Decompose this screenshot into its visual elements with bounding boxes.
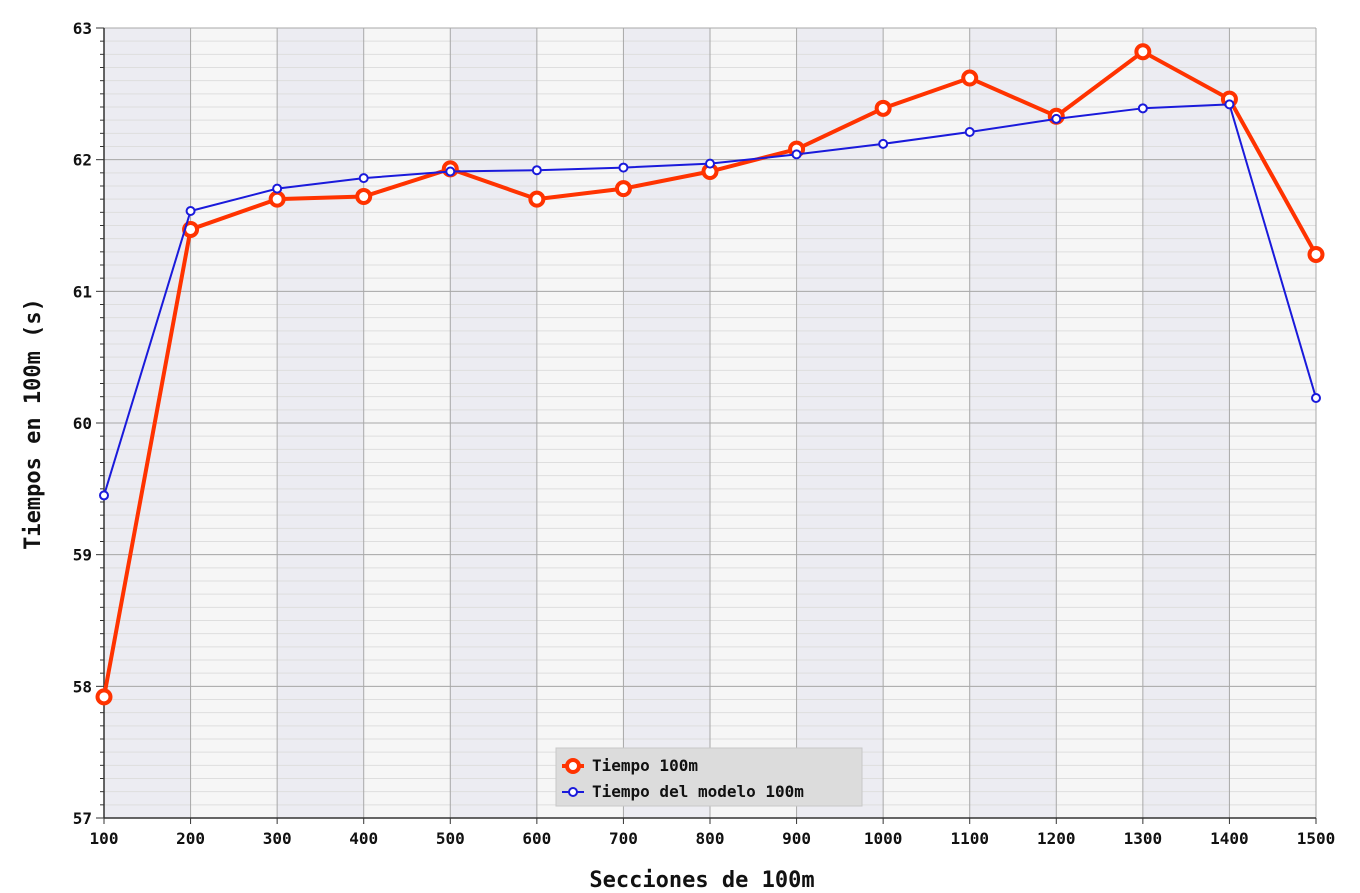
data-point (1137, 103, 1148, 114)
x-tick-label: 300 (263, 829, 292, 848)
x-tick-label: 1400 (1210, 829, 1249, 848)
data-point (185, 206, 196, 217)
data-point (964, 127, 975, 138)
y-axis-title: Tiempos en 100m (s) (21, 298, 46, 550)
major-gridlines (103, 27, 1317, 819)
data-point (961, 69, 979, 87)
data-point (705, 158, 715, 169)
legend-swatch-marker-tiempo-del-modelo-100m (568, 787, 578, 797)
data-point (1224, 99, 1235, 110)
data-point (445, 166, 456, 177)
data-point (1134, 43, 1152, 61)
x-tick-label: 800 (696, 829, 725, 848)
legend-label-tiempo-del-modelo-100m: Tiempo del modelo 100m (592, 782, 804, 801)
x-tick-labels: 100 200 300 400 500 600 700 800 900 1000 1100 1200 1… (90, 829, 1336, 848)
x-tick-label: 1000 (864, 829, 903, 848)
data-point (791, 149, 802, 160)
x-tick-label: 600 (522, 829, 551, 848)
legend-label-tiempo-100m: Tiempo 100m (592, 756, 698, 775)
data-point (272, 183, 283, 194)
x-tick-label: 400 (349, 829, 378, 848)
data-point (1311, 392, 1321, 403)
data-point (1307, 245, 1325, 263)
legend-swatch-marker-tiempo-100m (565, 758, 581, 774)
data-point (618, 162, 629, 173)
data-point (1051, 113, 1062, 124)
y-tick-label: 59 (73, 546, 92, 565)
data-point (878, 138, 889, 149)
x-tick-label: 900 (782, 829, 811, 848)
x-tick-label: 1200 (1037, 829, 1076, 848)
x-tick-label: 700 (609, 829, 638, 848)
x-tick-label: 1300 (1124, 829, 1163, 848)
y-tick-label: 61 (73, 282, 92, 301)
data-point (528, 190, 546, 208)
x-tick-label: 100 (90, 829, 119, 848)
x-tick-label: 200 (176, 829, 205, 848)
y-tick-label: 57 (73, 809, 92, 828)
legend: Tiempo 100m Tiempo del modelo 100m (555, 747, 863, 807)
x-axis-title: Secciones de 100m (589, 868, 814, 893)
data-point (874, 99, 892, 117)
data-point (614, 180, 632, 198)
data-point (99, 490, 109, 501)
data-point (95, 688, 113, 706)
axes (96, 27, 1317, 824)
series-layer (95, 43, 1325, 706)
legend-box (555, 747, 863, 807)
y-tick-label: 63 (73, 19, 92, 38)
data-point (355, 188, 373, 206)
y-tick-label: 58 (73, 677, 92, 696)
y-tick-label: 62 (73, 151, 92, 170)
y-tick-label: 60 (73, 414, 92, 433)
x-tick-label: 1500 (1297, 829, 1336, 848)
series-tiempo-del-modelo-100m (99, 99, 1321, 501)
data-point (268, 190, 286, 208)
x-tick-label: 1100 (950, 829, 989, 848)
x-tick-label: 500 (436, 829, 465, 848)
data-point (531, 165, 542, 176)
data-point (358, 173, 369, 184)
y-tick-labels: 57 58 59 60 61 62 63 (73, 19, 92, 828)
